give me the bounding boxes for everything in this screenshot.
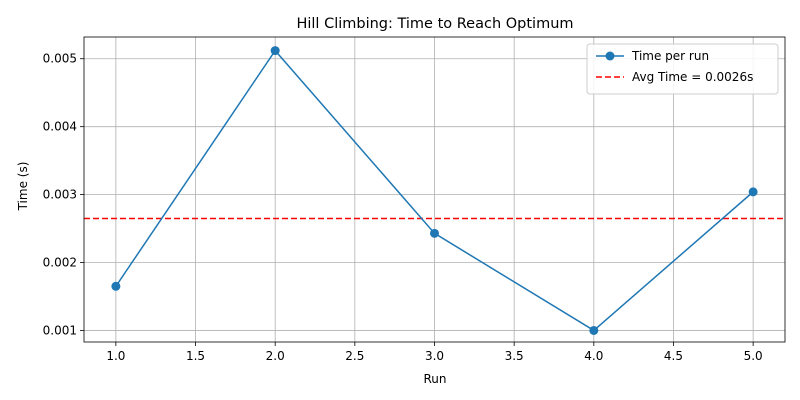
y-tick-label: 0.005 <box>43 52 77 66</box>
y-tick-label: 0.004 <box>43 120 77 134</box>
y-tick-label: 0.001 <box>43 323 77 337</box>
legend-label: Avg Time = 0.0026s <box>632 70 753 84</box>
y-tick-label: 0.002 <box>43 256 77 270</box>
x-tick-label: 4.0 <box>584 349 603 363</box>
series-layer <box>111 46 758 335</box>
x-axis-ticks: 1.0 1.5 2.0 2.5 3.0 3.5 4.0 4.5 5.0 <box>106 342 763 363</box>
data-point <box>748 187 758 197</box>
y-axis-ticks: 0.001 0.002 0.003 0.004 0.005 <box>43 52 84 337</box>
legend-marker <box>605 51 615 61</box>
y-tick-label: 0.003 <box>43 188 77 202</box>
x-axis-label: Run <box>423 372 446 386</box>
x-tick-label: 2.5 <box>345 349 364 363</box>
data-point <box>270 46 280 56</box>
x-tick-label: 1.5 <box>186 349 205 363</box>
x-tick-label: 3.0 <box>425 349 444 363</box>
data-point <box>111 281 121 291</box>
x-tick-label: 5.0 <box>744 349 763 363</box>
chart-title: Hill Climbing: Time to Reach Optimum <box>296 16 573 32</box>
data-point <box>589 325 599 335</box>
legend-box <box>586 43 779 95</box>
legend-label: Time per run <box>631 49 709 63</box>
x-tick-label: 4.5 <box>664 349 683 363</box>
x-tick-label: 2.0 <box>266 349 285 363</box>
legend: Time per run Avg Time = 0.0026s <box>586 43 779 95</box>
y-axis-label: Time (s) <box>16 162 30 212</box>
x-tick-label: 1.0 <box>106 349 125 363</box>
data-point <box>430 228 439 238</box>
x-tick-label: 3.5 <box>505 349 524 363</box>
